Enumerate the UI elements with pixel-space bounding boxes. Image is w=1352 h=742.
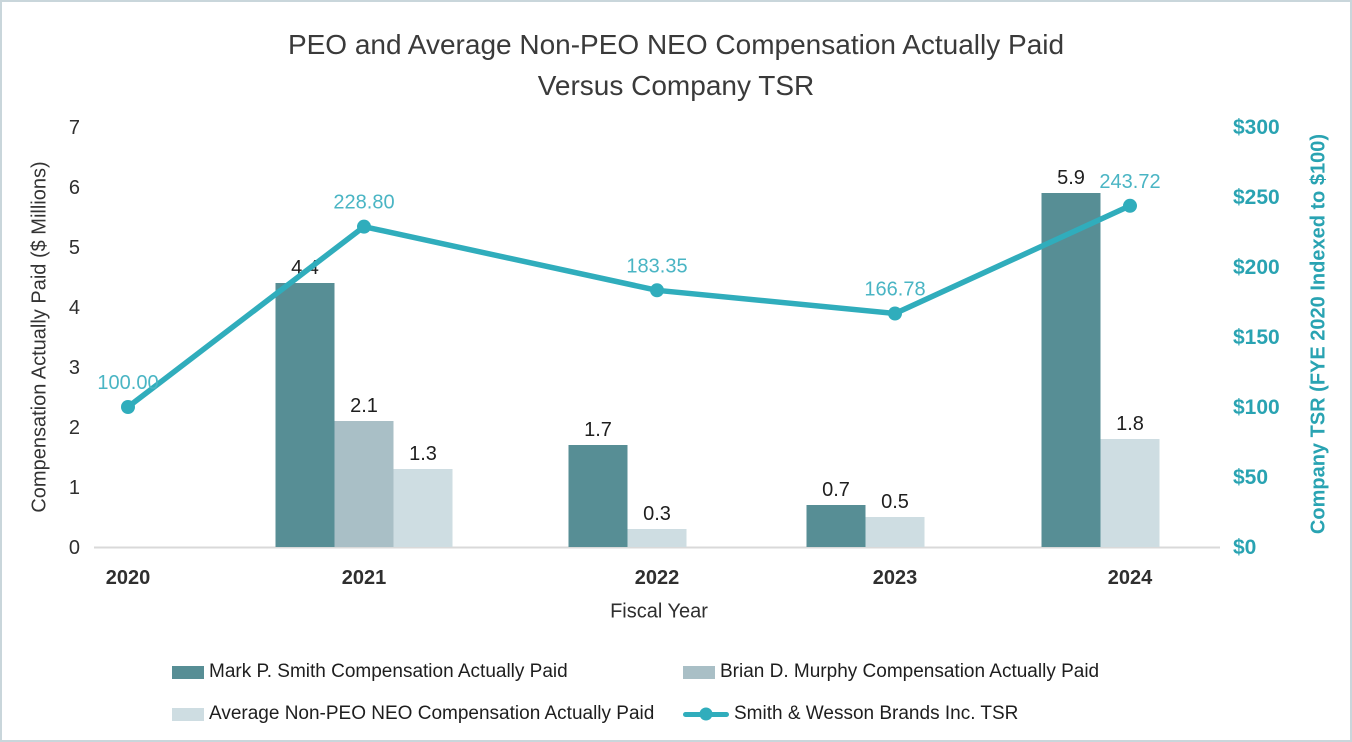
tsr-data-point: [357, 219, 371, 234]
left-axis-tick-label: 5: [69, 237, 80, 259]
x-axis-tick-label: 2024: [1108, 567, 1153, 589]
x-axis-tick-label: 2023: [873, 567, 918, 589]
x-axis-tick-label: 2020: [106, 567, 151, 589]
x-axis-title: Fiscal Year: [610, 600, 708, 623]
legend-label: Average Non-PEO NEO Compensation Actuall…: [209, 703, 655, 724]
bar-value-label: 0.7: [822, 479, 850, 501]
chart-title-line1: PEO and Average Non-PEO NEO Compensation…: [287, 29, 1065, 60]
legend-item: Mark P. Smith Compensation Actually Paid: [172, 661, 568, 682]
tsr-point-label: 243.72: [1099, 171, 1160, 193]
legend-swatch: [172, 707, 204, 721]
right-axis-tick-label: $100: [1233, 396, 1280, 419]
left-axis-tick-label: 3: [69, 357, 80, 379]
right-axis-tick-label: $250: [1233, 186, 1280, 209]
legend-swatch: [683, 665, 715, 679]
bar: [806, 505, 866, 547]
legend-line-glyph: [683, 707, 729, 721]
legend-label: Mark P. Smith Compensation Actually Paid: [209, 661, 568, 682]
bar: [1041, 193, 1101, 547]
tsr-data-point: [1123, 198, 1137, 213]
tsr-data-point: [121, 400, 135, 414]
bar-value-label: 0.3: [643, 503, 671, 525]
legend-item: Smith & Wesson Brands Inc. TSR: [683, 703, 1019, 724]
right-axis-tick-label: $200: [1233, 256, 1280, 279]
bar: [334, 421, 394, 547]
tsr-data-point: [888, 306, 902, 321]
bar-value-label: 0.5: [881, 491, 909, 513]
tsr-point-label: 183.35: [626, 255, 687, 277]
x-axis-tick-label: 2022: [635, 567, 680, 589]
bar-value-label: 5.9: [1057, 167, 1085, 189]
legend-label: Smith & Wesson Brands Inc. TSR: [734, 703, 1019, 724]
legend-item: Brian D. Murphy Compensation Actually Pa…: [683, 661, 1100, 682]
tsr-data-point: [650, 283, 664, 298]
bar: [1100, 439, 1160, 547]
left-axis-tick-label: 0: [69, 537, 80, 559]
bar: [568, 445, 628, 547]
bar-value-label: 1.8: [1116, 413, 1144, 435]
left-axis-tick-label: 6: [69, 177, 80, 199]
bar: [865, 517, 925, 547]
right-axis-tick-label: $150: [1233, 326, 1280, 349]
left-axis-tick-label: 4: [69, 297, 80, 319]
bar: [627, 529, 687, 547]
bar-value-label: 1.7: [584, 419, 612, 441]
bar-value-label: 1.3: [409, 443, 437, 465]
chart-title: PEO and Average Non-PEO NEO Compensation…: [2, 24, 1350, 106]
right-axis-tick-label: $300: [1233, 116, 1280, 139]
legend-item: Average Non-PEO NEO Compensation Actuall…: [172, 703, 655, 724]
left-axis-tick-label: 7: [69, 117, 80, 139]
left-axis-tick-label: 1: [69, 477, 80, 499]
bar-value-label: 4.4: [291, 257, 319, 279]
bar: [275, 283, 335, 547]
tsr-point-label: 166.78: [864, 279, 925, 301]
left-axis-tick-label: 2: [69, 417, 80, 439]
tsr-point-label: 100.00: [97, 372, 158, 394]
plot-area: 0 1 2 3 4 5 6 7 $0 $50 $100 $150 $200 $250 $300 2020 202…: [69, 116, 1280, 589]
bar-value-label: 2.1: [350, 395, 378, 417]
right-axis-tick-label: $50: [1233, 466, 1268, 489]
right-axis-tick-label: $0: [1233, 536, 1256, 559]
tsr-point-label: 228.80: [333, 192, 394, 214]
chart-title-line2: Versus Company TSR: [537, 70, 815, 101]
legend-line-marker: [699, 707, 713, 721]
bar: [393, 469, 453, 547]
x-axis-tick-label: 2021: [342, 567, 387, 589]
legend-swatch: [172, 665, 204, 679]
legend-label: Brian D. Murphy Compensation Actually Pa…: [720, 661, 1100, 682]
